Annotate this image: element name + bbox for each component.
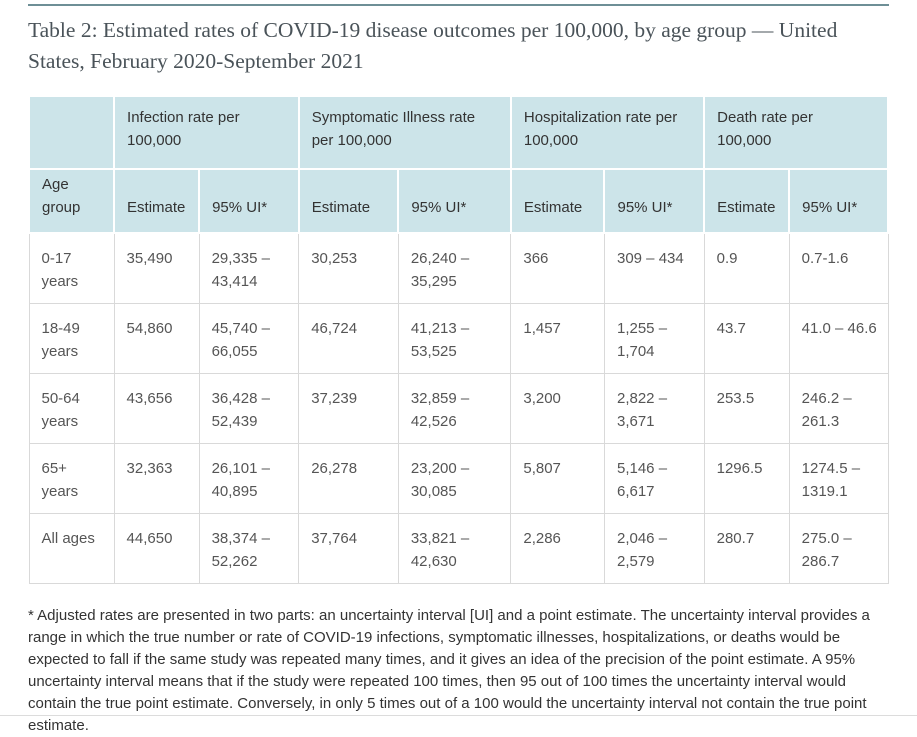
death-estimate-header: Estimate — [703, 168, 791, 235]
top-divider — [28, 4, 889, 6]
ui-footnote: * Adjusted rates are presented in two pa… — [28, 606, 870, 734]
table-row-all-ages: All ages 44,650 38,374 – 52,262 37,764 3… — [28, 512, 889, 584]
age-group-cell: All ages — [28, 512, 115, 584]
death-ui-cell: 1274.5 – 1319.1 — [788, 442, 889, 514]
death-ui-cell: 0.7-1.6 — [788, 232, 889, 304]
table-row-50-64-years: 50-64 years 43,656 36,428 – 52,439 37,23… — [28, 372, 889, 444]
covid-outcome-rates-table: Infection rate per 100,000 Symptomatic I… — [27, 95, 889, 584]
symptomatic-ui-cell: 32,859 – 42,526 — [397, 372, 512, 444]
death-ui-cell: 246.2 – 261.3 — [788, 372, 889, 444]
symptomatic-ui-cell: 41,213 – 53,525 — [397, 302, 512, 374]
infection-estimate-cell: 32,363 — [113, 442, 200, 514]
corner-cell — [27, 95, 116, 171]
infection-rate-group-header: Infection rate per 100,000 — [113, 95, 300, 171]
hospitalization-ui-header: 95% UI* — [603, 168, 706, 235]
symptomatic-estimate-cell: 37,239 — [298, 372, 399, 444]
hospitalization-estimate-header: Estimate — [509, 168, 606, 235]
table-row-0-17-years: 0-17 years 35,490 29,335 – 43,414 30,253… — [28, 232, 889, 304]
table-row-65-plus-years: 65+ years 32,363 26,101 – 40,895 26,278 … — [28, 442, 889, 514]
death-estimate-cell: 43.7 — [703, 302, 790, 374]
infection-ui-cell: 45,740 – 66,055 — [198, 302, 300, 374]
infection-estimate-header: Estimate — [113, 168, 201, 235]
age-group-cell: 0-17 years — [28, 232, 115, 304]
age-group-cell: 65+ years — [28, 442, 115, 514]
death-estimate-cell: 1296.5 — [703, 442, 790, 514]
hospitalization-estimate-cell: 1,457 — [510, 302, 605, 374]
symptomatic-ui-header: 95% UI* — [397, 168, 512, 235]
hospitalization-estimate-cell: 5,807 — [510, 442, 605, 514]
table-title: Table 2: Estimated rates of COVID-19 dis… — [28, 18, 838, 73]
death-estimate-cell: 280.7 — [703, 512, 790, 584]
infection-ui-cell: 29,335 – 43,414 — [198, 232, 300, 304]
infection-ui-cell: 38,374 – 52,262 — [198, 512, 300, 584]
hospitalization-estimate-cell: 3,200 — [510, 372, 605, 444]
infection-ui-cell: 26,101 – 40,895 — [198, 442, 300, 514]
symptomatic-ui-cell: 26,240 – 35,295 — [397, 232, 512, 304]
symptomatic-ui-cell: 33,821 – 42,630 — [397, 512, 512, 584]
age-group-column-header: Age group — [27, 168, 116, 235]
infection-estimate-cell: 54,860 — [113, 302, 200, 374]
hospitalization-rate-group-header: Hospitalization rate per 100,000 — [509, 95, 706, 171]
infection-estimate-cell: 35,490 — [113, 232, 200, 304]
hospitalization-ui-cell: 1,255 – 1,704 — [603, 302, 705, 374]
symptomatic-estimate-cell: 46,724 — [298, 302, 399, 374]
symptomatic-estimate-header: Estimate — [297, 168, 400, 235]
death-rate-group-header: Death rate per 100,000 — [703, 95, 889, 171]
hospitalization-ui-cell: 309 – 434 — [603, 232, 705, 304]
symptomatic-estimate-cell: 26,278 — [298, 442, 399, 514]
hospitalization-ui-cell: 2,822 – 3,671 — [603, 372, 705, 444]
death-ui-header: 95% UI* — [788, 168, 889, 235]
infection-ui-cell: 36,428 – 52,439 — [198, 372, 300, 444]
death-ui-cell: 41.0 – 46.6 — [788, 302, 889, 374]
table-row-18-49-years: 18-49 years 54,860 45,740 – 66,055 46,72… — [28, 302, 889, 374]
infection-estimate-cell: 43,656 — [113, 372, 200, 444]
age-group-cell: 18-49 years — [28, 302, 115, 374]
infection-ui-header: 95% UI* — [198, 168, 300, 235]
age-group-cell: 50-64 years — [28, 372, 115, 444]
hospitalization-ui-cell: 2,046 – 2,579 — [603, 512, 705, 584]
hospitalization-estimate-cell: 2,286 — [510, 512, 605, 584]
hospitalization-estimate-cell: 366 — [510, 232, 605, 304]
death-estimate-cell: 0.9 — [703, 232, 790, 304]
sub-header-row: Age group Estimate 95% UI* Estimate 95% … — [27, 168, 889, 235]
death-ui-cell: 275.0 – 286.7 — [788, 512, 889, 584]
symptomatic-ui-cell: 23,200 – 30,085 — [397, 442, 512, 514]
column-group-header-row: Infection rate per 100,000 Symptomatic I… — [27, 95, 889, 171]
hospitalization-ui-cell: 5,146 – 6,617 — [603, 442, 705, 514]
symptomatic-estimate-cell: 30,253 — [298, 232, 399, 304]
symptomatic-illness-rate-group-header: Symptomatic Illness rate per 100,000 — [297, 95, 512, 171]
death-estimate-cell: 253.5 — [703, 372, 790, 444]
symptomatic-estimate-cell: 37,764 — [298, 512, 399, 584]
infection-estimate-cell: 44,650 — [113, 512, 200, 584]
